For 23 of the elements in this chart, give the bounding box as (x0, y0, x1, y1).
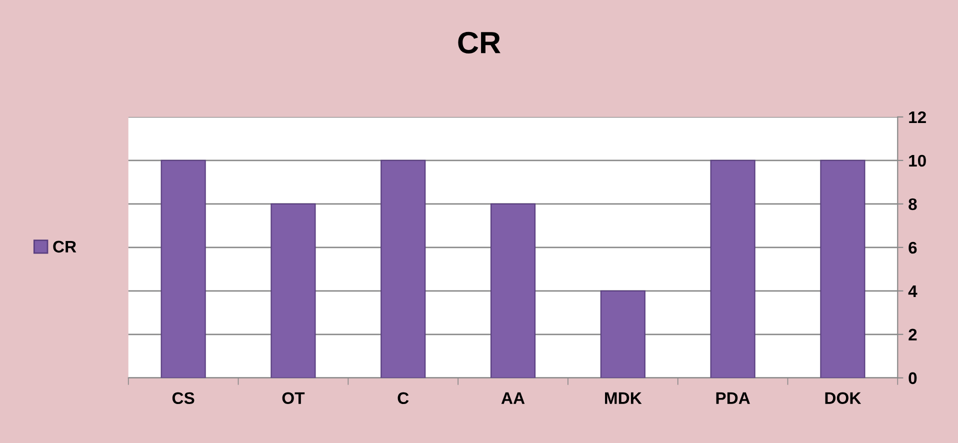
y-tick-label: 10 (909, 154, 926, 167)
x-tick-label: OT (282, 392, 305, 404)
bar (600, 290, 646, 378)
bar (490, 203, 536, 378)
x-tick-label: MDK (605, 392, 642, 404)
x-tick-label: PDA (716, 392, 750, 404)
legend-label: CR (53, 240, 76, 253)
x-tick-label: CS (172, 392, 194, 404)
y-tick-label: 4 (908, 285, 918, 297)
bar (160, 160, 206, 378)
y-tick-label: 12 (909, 111, 926, 123)
y-tick-label: 2 (908, 328, 917, 340)
y-tick-label: 6 (908, 242, 917, 254)
chart-title: CR (458, 32, 500, 54)
bar (710, 160, 756, 378)
y-tick-label: 8 (908, 198, 917, 210)
x-tick-label: DOK (825, 392, 862, 404)
x-tick-label: C (398, 392, 409, 404)
x-tick-label: AA (501, 392, 525, 404)
bar (820, 160, 866, 378)
bar (380, 160, 426, 378)
bar (270, 203, 316, 378)
y-tick-label: 0 (908, 372, 917, 384)
